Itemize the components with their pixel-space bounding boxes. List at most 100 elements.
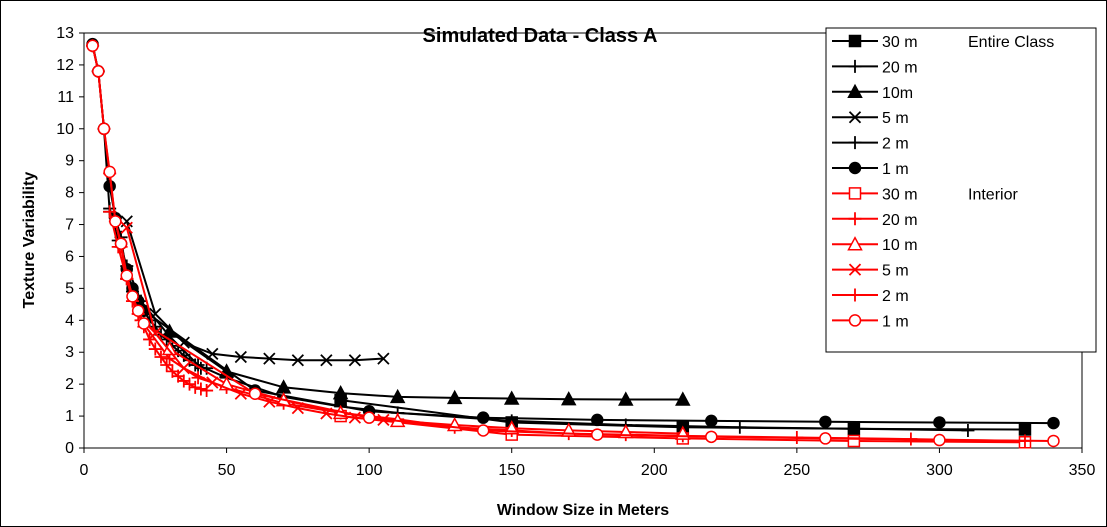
- data-point: [1018, 423, 1032, 436]
- data-point: [109, 215, 122, 228]
- legend-item: 10 m: [832, 236, 918, 254]
- data-point: [161, 340, 178, 356]
- legend-item: 1 m: [832, 161, 909, 178]
- data-point: [819, 415, 832, 429]
- legend-label: 10 m: [882, 237, 918, 254]
- data-point: [961, 423, 975, 437]
- data-point: [154, 350, 168, 364]
- x-tick-label: 200: [641, 462, 668, 479]
- data-point: [234, 387, 247, 400]
- legend-item: 2 m: [832, 136, 909, 153]
- data-point: [819, 432, 832, 445]
- legend-marker: [848, 59, 862, 73]
- data-point: [362, 411, 376, 424]
- legend-label: 2 m: [882, 288, 909, 305]
- x-tick-label: 100: [356, 462, 383, 479]
- x-tick-label: 250: [784, 462, 811, 479]
- legend-marker: [848, 212, 862, 226]
- data-point: [120, 221, 133, 234]
- legend-label: 30 m: [882, 34, 918, 51]
- data-point: [476, 411, 490, 424]
- legend-item: 5 m: [832, 263, 909, 280]
- data-point: [131, 304, 145, 317]
- data-point: [206, 376, 219, 389]
- data-point: [675, 391, 691, 406]
- legend-marker: [848, 136, 862, 150]
- y-tick-label: 10: [56, 121, 74, 138]
- data-point: [120, 269, 134, 282]
- data-point: [503, 390, 520, 405]
- data-point: [126, 290, 139, 303]
- legend-marker: [847, 83, 863, 99]
- data-point: [847, 434, 861, 448]
- data-point: [177, 374, 191, 388]
- data-point: [200, 384, 214, 398]
- data-point: [591, 428, 604, 441]
- y-tick-label: 12: [56, 57, 74, 74]
- legend-label: 5 m: [882, 110, 909, 127]
- data-point: [183, 377, 197, 391]
- x-axis: 0 50 100 150 200 250 300 350: [80, 448, 1095, 479]
- data-point: [114, 237, 128, 250]
- legend-label: 2 m: [882, 136, 909, 153]
- data-point: [148, 342, 162, 356]
- x-tick-label: 300: [926, 462, 953, 479]
- legend: 30 m Entire Class 20 m 10m 5 m 2 m 1 m 30 m Inte…: [825, 27, 1097, 353]
- legend-label: 20 m: [882, 59, 918, 76]
- legend-marker: [847, 236, 863, 251]
- data-point: [103, 179, 116, 193]
- data-point: [143, 332, 157, 346]
- data-point: [705, 414, 718, 428]
- y-axis-title: Texture Variability: [21, 172, 38, 309]
- data-point: [476, 424, 490, 437]
- legend-marker: [848, 111, 862, 124]
- legend-item: 20 m: [832, 59, 918, 76]
- legend-item: 10m: [832, 83, 913, 102]
- y-tick-label: 5: [65, 280, 74, 297]
- legend-item: 30 m Entire Class: [832, 34, 1054, 51]
- data-point: [248, 387, 262, 400]
- data-point: [188, 380, 202, 394]
- y-tick-label: 8: [65, 185, 74, 202]
- data-point: [291, 354, 304, 367]
- data-point: [847, 422, 861, 436]
- data-point: [1047, 416, 1060, 430]
- legend-item: 20 m: [832, 212, 918, 229]
- y-tick-label: 13: [56, 25, 74, 42]
- chart-title: Simulated Data - Class A: [423, 25, 658, 47]
- data-point: [560, 391, 577, 406]
- data-point: [92, 65, 105, 78]
- data-point: [618, 391, 634, 406]
- legend-label: 20 m: [882, 212, 918, 229]
- y-tick-label: 4: [65, 312, 74, 329]
- legend-item: 2 m: [832, 288, 909, 305]
- series-line: [91, 45, 1054, 442]
- y-tick-label: 3: [65, 344, 74, 361]
- legend-box: [825, 27, 1097, 353]
- data-point: [933, 416, 946, 429]
- legend-marker: [848, 187, 862, 200]
- legend-marker: [848, 34, 862, 48]
- data-point: [234, 350, 247, 364]
- legend-item: 1 m: [832, 313, 909, 330]
- legend-group-label: Interior: [968, 186, 1018, 203]
- series-layer: [86, 37, 1060, 449]
- data-point: [446, 389, 463, 405]
- legend-label: 1 m: [882, 313, 909, 330]
- data-point: [103, 165, 116, 179]
- legend-marker: [848, 161, 862, 175]
- data-point: [389, 388, 406, 404]
- data-point: [1047, 434, 1060, 448]
- x-tick-label: 50: [218, 462, 236, 479]
- y-tick-label: 0: [65, 440, 74, 457]
- legend-item: 5 m: [832, 110, 909, 127]
- y-tick-label: 11: [57, 89, 74, 106]
- data-point: [348, 354, 362, 367]
- data-point: [733, 420, 747, 434]
- legend-marker: [848, 288, 862, 302]
- data-point: [194, 382, 208, 396]
- legend-label: 1 m: [882, 161, 909, 178]
- data-point: [933, 433, 946, 447]
- x-tick-label: 150: [498, 462, 525, 479]
